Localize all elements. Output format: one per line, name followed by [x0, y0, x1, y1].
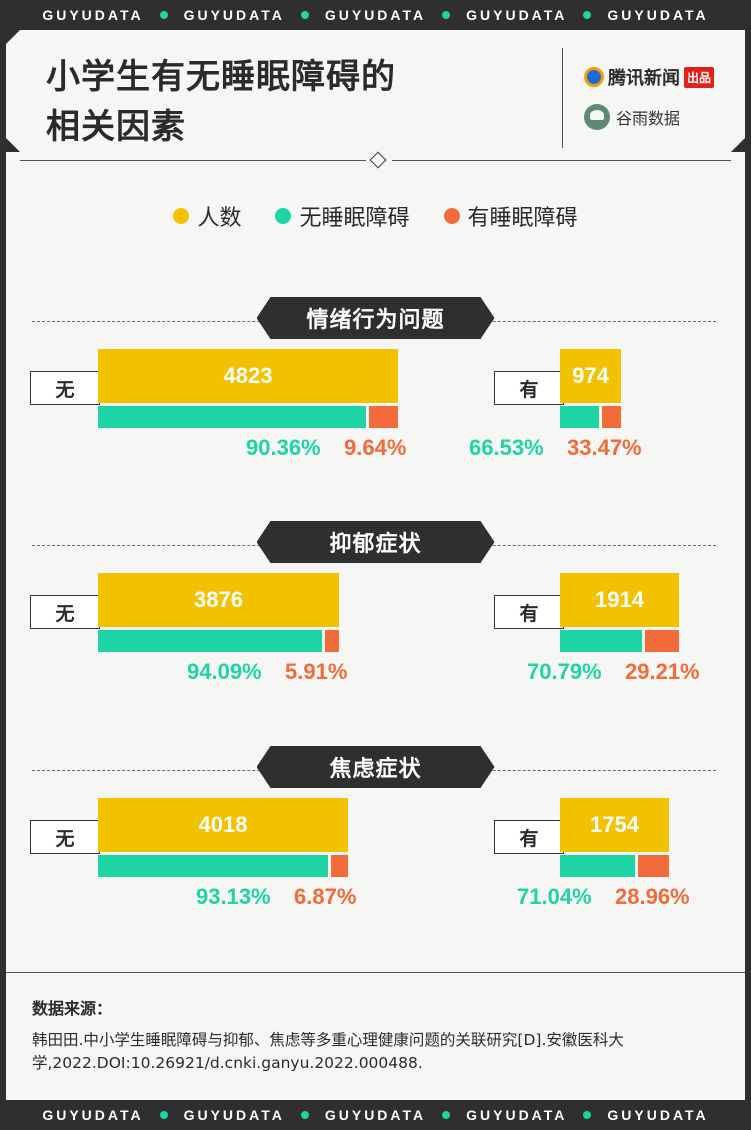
- brand-strip-bottom: GUYUDATA GUYUDATA GUYUDATA GUYUDATA GUYUDATA: [0, 1100, 751, 1130]
- strip-dot-icon: [300, 1111, 309, 1119]
- has-disorder-bar: [638, 855, 669, 877]
- no-disorder-bar: [98, 630, 322, 652]
- brand-strip-text: GUYUDATA: [607, 1107, 709, 1123]
- strip-dot-icon: [442, 11, 451, 19]
- guyu-data-icon: [584, 104, 610, 130]
- condition-label: 无: [30, 595, 100, 629]
- diamond-ornament: [369, 151, 387, 169]
- header: 小学生有无睡眠障碍的 相关因素 腾讯新闻 出品 谷雨数据: [6, 30, 745, 170]
- no-disorder-percent: 66.53%: [469, 435, 544, 460]
- tencent-news-logo: 腾讯新闻 出品: [584, 64, 715, 90]
- has-disorder-percent: 28.96%: [615, 884, 690, 909]
- strip-dot-icon: [442, 1111, 451, 1119]
- brand-strip-text: GUYUDATA: [42, 1107, 144, 1123]
- no-disorder-percent: 90.36%: [246, 435, 321, 460]
- strip-dot-icon: [159, 1111, 168, 1119]
- tencent-news-label: 腾讯新闻: [608, 68, 680, 89]
- has-disorder-percent: 29.21%: [625, 659, 700, 684]
- strip-dot-icon: [300, 11, 309, 19]
- infographic-panel: 小学生有无睡眠障碍的 相关因素 腾讯新闻 出品 谷雨数据 人数 无睡眠障碍 有睡…: [6, 30, 745, 1100]
- no-disorder-bar: [98, 855, 328, 877]
- strip-dot-icon: [583, 11, 592, 19]
- count-bar: 3876: [98, 573, 339, 627]
- has-disorder-percent: 5.91%: [285, 659, 348, 684]
- no-disorder-percent: 71.04%: [517, 884, 592, 909]
- condition-label: 有: [494, 371, 564, 405]
- header-divider: [562, 48, 563, 148]
- brand-strip-text: GUYUDATA: [42, 7, 144, 23]
- source-label: 数据来源：: [32, 999, 113, 1018]
- corner-decoration: [6, 30, 20, 44]
- guyu-data-label: 谷雨数据: [616, 109, 681, 128]
- count-bar: 1914: [560, 573, 679, 627]
- has-disorder-percent: 33.47%: [567, 435, 642, 460]
- has-disorder-percent: 9.64%: [344, 435, 407, 460]
- corner-decoration: [731, 138, 745, 152]
- has-disorder-bar: [331, 855, 348, 877]
- no-disorder-bar: [560, 406, 599, 428]
- guyu-data-logo: 谷雨数据: [584, 104, 680, 130]
- tencent-news-icon: [584, 67, 604, 87]
- legend-label: 无睡眠障碍: [299, 206, 410, 231]
- title-line-1: 小学生有无睡眠障碍的: [46, 57, 396, 97]
- header-rule-right: [392, 160, 731, 161]
- has-disorder-bar: [602, 406, 621, 428]
- legend-item-no-disorder: 无睡眠障碍: [275, 200, 410, 232]
- chart-section: 焦虑症状无 4018 93.13% 6.87% 有 1754 71.04% 28.96%: [6, 746, 745, 971]
- legend-swatch-has-disorder: [443, 208, 460, 224]
- no-disorder-bar: [98, 406, 366, 428]
- has-disorder-bar: [325, 630, 339, 652]
- legend-item-count: 人数: [173, 200, 241, 232]
- no-disorder-bar: [560, 855, 635, 877]
- count-bar: 1754: [560, 798, 669, 852]
- condition-label: 有: [494, 595, 564, 629]
- count-bar: 4018: [98, 798, 348, 852]
- legend-label: 人数: [197, 206, 242, 231]
- section-title: 情绪行为问题: [257, 297, 495, 339]
- legend-label: 有睡眠障碍: [467, 206, 578, 231]
- chart-section: 抑郁症状无 3876 94.09% 5.91% 有 1914 70.79% 29.21%: [6, 521, 745, 746]
- source-block: 数据来源： 韩田田.中小学生睡眠障碍与抑郁、焦虑等多重心理健康问题的关联研究[D…: [6, 972, 745, 1100]
- brand-strip-text: GUYUDATA: [466, 7, 568, 23]
- chart-section: 情绪行为问题无 4823 90.36% 9.64% 有 974 66.53% 33.47%: [6, 297, 745, 522]
- legend-item-has-disorder: 有睡眠障碍: [443, 200, 578, 232]
- no-disorder-percent: 70.79%: [527, 659, 602, 684]
- produced-badge: 出品: [684, 66, 715, 88]
- brand-strip-text: GUYUDATA: [324, 1107, 427, 1123]
- title-line-2: 相关因素: [46, 107, 186, 147]
- count-bar: 974: [560, 349, 621, 403]
- count-bar: 4823: [98, 349, 398, 403]
- condition-label: 无: [30, 371, 100, 405]
- has-disorder-percent: 6.87%: [294, 884, 357, 909]
- strip-dot-icon: [159, 11, 168, 19]
- page-title: 小学生有无睡眠障碍的 相关因素: [46, 52, 516, 152]
- no-disorder-percent: 94.09%: [187, 659, 262, 684]
- brand-strip-text: GUYUDATA: [607, 7, 709, 23]
- brand-strip-text: GUYUDATA: [466, 1107, 568, 1123]
- section-title: 焦虑症状: [257, 746, 495, 788]
- legend: 人数 无睡眠障碍 有睡眠障碍: [6, 200, 745, 232]
- no-disorder-bar: [560, 630, 642, 652]
- legend-swatch-count: [173, 208, 190, 224]
- legend-swatch-no-disorder: [275, 208, 292, 224]
- brand-strip-top: GUYUDATA GUYUDATA GUYUDATA GUYUDATA GUYUDATA: [0, 0, 751, 30]
- source-citation: 韩田田.中小学生睡眠障碍与抑郁、焦虑等多重心理健康问题的关联研究[D].安徽医科…: [32, 1031, 624, 1072]
- condition-label: 无: [30, 820, 100, 854]
- has-disorder-bar: [645, 630, 679, 652]
- strip-dot-icon: [583, 1111, 592, 1119]
- has-disorder-bar: [369, 406, 398, 428]
- section-title: 抑郁症状: [257, 521, 495, 563]
- corner-decoration: [6, 138, 20, 152]
- header-rule-left: [20, 160, 366, 161]
- brand-strip-text: GUYUDATA: [183, 7, 285, 23]
- no-disorder-percent: 93.13%: [196, 884, 271, 909]
- condition-label: 有: [494, 820, 564, 854]
- brand-strip-text: GUYUDATA: [183, 1107, 285, 1123]
- brand-strip-text: GUYUDATA: [324, 7, 427, 23]
